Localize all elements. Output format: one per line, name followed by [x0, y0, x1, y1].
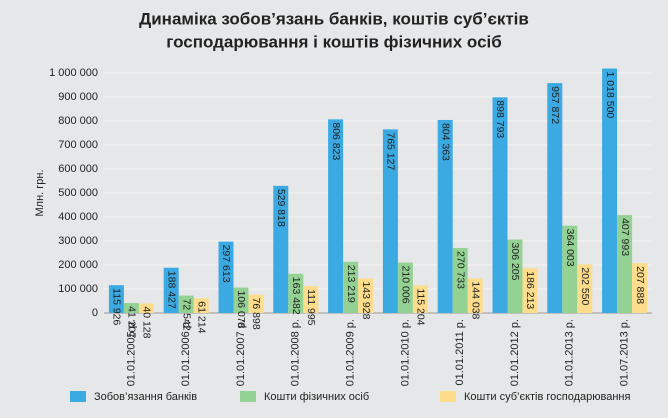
bar [577, 264, 593, 313]
data-label: 202 550 [579, 267, 591, 305]
y-tick-label: 900 000 [58, 91, 98, 103]
bar [492, 97, 508, 314]
data-label: 210 006 [400, 266, 412, 304]
chart-title: господарювання і коштів фізичних осіб [166, 32, 502, 51]
data-label: 364 003 [564, 229, 576, 267]
y-tick-label: 600 000 [58, 163, 98, 175]
data-label: 806 823 [330, 122, 342, 160]
bar [562, 225, 578, 313]
data-label: 529 818 [275, 189, 287, 227]
data-label: 143 928 [360, 281, 372, 319]
bar [382, 129, 398, 313]
x-tick-label: 01.01.2005 р. [125, 319, 137, 386]
data-label: 270 733 [454, 251, 466, 289]
data-label: 804 363 [439, 123, 451, 161]
data-label: 61 214 [195, 301, 207, 333]
x-tick-label: 01.01.2006 р. [180, 319, 192, 386]
bar [437, 119, 453, 313]
bar [178, 295, 194, 313]
y-tick-label: 100 000 [58, 283, 98, 295]
bar [303, 286, 319, 313]
legend-label: Кошти суб’єктів господарювання [464, 391, 630, 403]
y-tick-label: 0 [92, 307, 98, 319]
y-axis-label: Млн. грн. [34, 169, 46, 216]
bar [248, 294, 264, 313]
data-label: 72 542 [180, 299, 192, 331]
data-label: 115 204 [415, 288, 427, 325]
y-tick-label: 700 000 [58, 139, 98, 151]
data-label: 957 872 [549, 86, 561, 124]
y-tick-label: 800 000 [58, 115, 98, 127]
bar [273, 185, 289, 313]
legend-swatch [440, 391, 456, 402]
data-label: 188 427 [165, 271, 177, 309]
x-tick-label: 01.01.2011 р. [454, 319, 466, 385]
data-label: 106 078 [235, 291, 247, 329]
bar [602, 68, 618, 313]
data-label: 163 482 [290, 277, 302, 315]
data-label: 144 038 [469, 281, 481, 319]
data-label: 111 995 [305, 289, 317, 326]
data-label: 186 213 [524, 271, 536, 309]
y-tick-label: 1 000 000 [49, 67, 98, 79]
data-label: 898 793 [494, 100, 506, 138]
y-tick-label: 200 000 [58, 259, 98, 271]
legend-label: Зобов’язання банків [94, 391, 197, 403]
bar [218, 241, 234, 313]
bar [467, 278, 483, 313]
data-label: 40 128 [141, 306, 153, 338]
bar [163, 267, 179, 313]
bar [397, 262, 413, 313]
legend-label: Кошти фізичних осіб [264, 391, 369, 403]
data-label: 306 205 [509, 243, 521, 281]
legend-swatch [240, 391, 256, 402]
data-label: 765 127 [385, 132, 397, 170]
legend-swatch [70, 391, 86, 402]
y-tick-label: 300 000 [58, 235, 98, 247]
bar [617, 215, 633, 313]
bar [522, 268, 538, 313]
bar [343, 261, 359, 313]
bar [452, 248, 468, 313]
x-tick-label: 01.01.2013 р. [564, 319, 576, 386]
bar [123, 303, 139, 313]
y-tick-label: 400 000 [58, 211, 98, 223]
chart-title: Динаміка зобов’язань банків, коштів суб’… [139, 9, 529, 28]
data-label: 207 888 [634, 266, 646, 304]
x-tick-label: 01.01.2008 р. [290, 319, 302, 386]
x-tick-label: 01.07.2013 р. [619, 319, 631, 386]
x-tick-label: 01.01.2007 р. [235, 319, 247, 386]
bar [328, 119, 344, 313]
bar [412, 285, 428, 313]
data-label: 297 613 [220, 245, 232, 283]
bar [632, 263, 648, 313]
x-tick-label: 01.01.2009 р. [345, 319, 357, 386]
data-label: 213 219 [345, 265, 357, 303]
bar [358, 278, 374, 313]
y-tick-label: 500 000 [58, 187, 98, 199]
bar [288, 273, 304, 313]
x-tick-label: 01.01.2010 р. [399, 319, 411, 386]
data-label: 115 926 [111, 288, 123, 325]
bar [507, 239, 523, 313]
bar [193, 298, 209, 313]
x-tick-label: 01.01.2012 р. [509, 319, 521, 386]
data-label: 1 018 500 [604, 72, 616, 119]
data-label: 76 898 [250, 298, 262, 330]
bar [547, 83, 563, 313]
data-label: 41 207 [126, 306, 138, 338]
bar [108, 285, 124, 313]
data-label: 407 993 [619, 218, 631, 256]
bar [138, 303, 154, 313]
bar [233, 287, 249, 313]
